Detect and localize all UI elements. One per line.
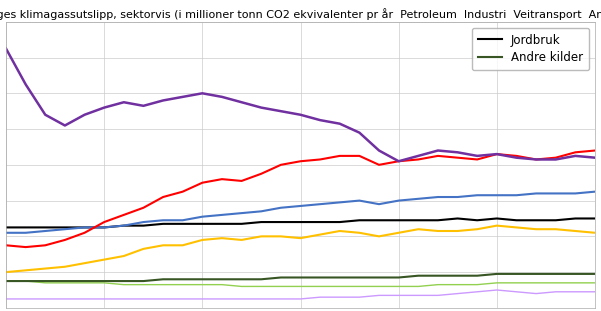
Title: Norges klimagassutslipp, sektorvis (i millioner tonn CO2 ekvivalenter pr år  Pet: Norges klimagassutslipp, sektorvis (i mi… [0, 8, 601, 20]
Legend: Jordbruk, Andre kilder: Jordbruk, Andre kilder [472, 28, 589, 70]
